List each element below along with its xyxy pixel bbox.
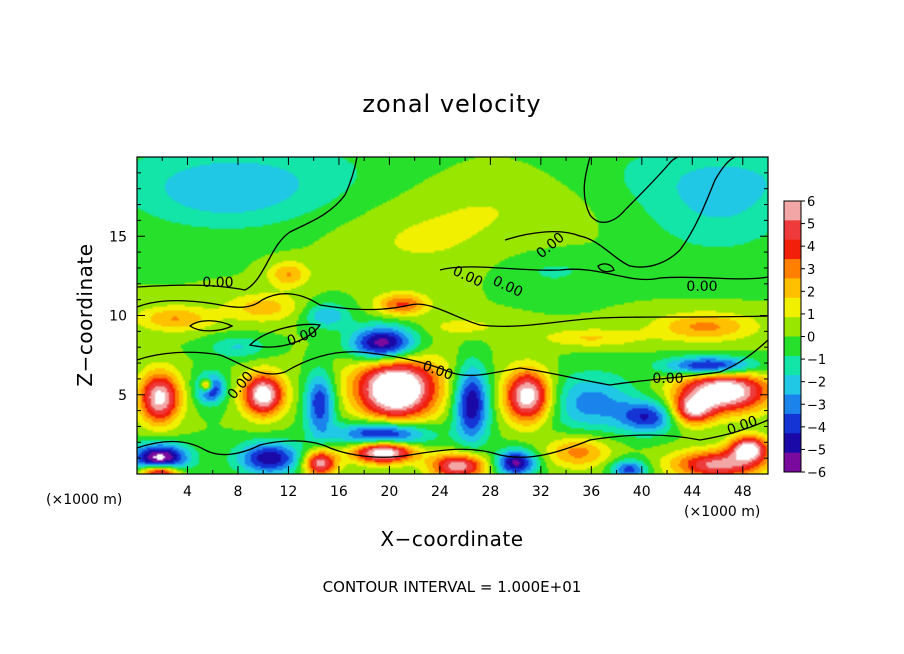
x-tick-label: 8	[233, 484, 242, 500]
colorbar-label: −4	[807, 421, 826, 436]
y-tick-label: 5	[118, 388, 127, 404]
colorbar-swatch	[784, 413, 801, 434]
colorbar-label: 6	[807, 195, 815, 210]
x-tick-label: 4	[183, 484, 192, 500]
contour-label-text: 0.00	[202, 275, 233, 291]
colorbar-label: 5	[807, 218, 815, 233]
contour-interval-note: CONTOUR INTERVAL = 1.000E+01	[323, 578, 582, 596]
chart-title: zonal velocity	[362, 90, 541, 118]
contour-label: 0.00	[686, 279, 717, 295]
zero-contour-lines	[136, 156, 769, 458]
colorbar-swatch	[784, 355, 801, 376]
x-tick-label: 48	[734, 484, 752, 500]
colorbar-label: −1	[807, 353, 826, 368]
colorbar-label: −6	[807, 466, 826, 481]
x-tick-label: 40	[633, 484, 651, 500]
colorbar-label: 1	[807, 308, 815, 323]
x-tick-label: 28	[481, 484, 499, 500]
zero-contour-small-loop	[597, 263, 615, 273]
x-tick-label: 12	[280, 484, 298, 500]
colorbar-label: −3	[807, 398, 826, 413]
zero-contour-top-right	[504, 156, 736, 268]
colorbar-label: −5	[807, 443, 826, 458]
colorbar-swatch	[784, 297, 801, 318]
zero-contour-lower	[136, 339, 769, 386]
zero-contour-loop-1	[188, 320, 234, 332]
colorbar-swatch	[784, 220, 801, 241]
x-tick-label: 36	[582, 484, 600, 500]
colorbar-swatch	[784, 336, 801, 357]
x-axis-ticks: 4 8 12 16 20 24 28 32 36 40 44 48	[161, 157, 752, 500]
y-axis-ticks: 5 10 15	[109, 172, 768, 459]
colorbar-swatch	[784, 433, 801, 454]
colorbar-label: 4	[807, 240, 815, 255]
colorbar-label: 0	[807, 331, 815, 346]
x-unit-left: (×1000 m)	[46, 492, 122, 508]
x-tick-label: 16	[330, 484, 348, 500]
zero-contour-loop-2	[248, 323, 322, 348]
contour-label: 0.00	[202, 275, 233, 291]
colorbar-swatch	[784, 239, 801, 260]
x-tick-label: 32	[532, 484, 550, 500]
zero-contour-upper-right	[439, 266, 769, 281]
colorbar-swatch	[784, 317, 801, 337]
colorbar-label: −2	[807, 376, 826, 391]
colorbar-swatch	[784, 375, 801, 396]
colorbar-swatch	[784, 278, 801, 299]
colorbar: 6 5 4 3 2 1 0 −1 −2 −3 −4 −5 −6	[783, 195, 826, 481]
colorbar-swatch	[784, 394, 801, 415]
colorbar-swatch	[784, 452, 801, 473]
x-unit-right: (×1000 m)	[684, 504, 760, 520]
colorbar-swatch	[784, 259, 801, 279]
y-axis-label: Z−coordinate	[73, 243, 97, 386]
contour-label: 0.00	[652, 371, 683, 387]
x-axis-label: X−coordinate	[380, 527, 523, 551]
x-tick-label: 20	[380, 484, 398, 500]
velocity-field	[137, 157, 768, 474]
y-tick-label: 15	[109, 229, 127, 245]
colorbar-label: 2	[807, 285, 815, 300]
colorbar-swatch	[784, 201, 801, 221]
contour-label-text: 0.00	[686, 279, 717, 295]
plot-area: 0.00 0.00 0.000.000.000.000.00 0.00 0.000.00…	[109, 156, 769, 500]
zero-contour-mid	[136, 293, 769, 328]
contour-label-text: 0.00	[652, 371, 683, 387]
colorbar-label: 3	[807, 263, 815, 278]
zero-contour-base	[136, 419, 769, 458]
zero-contour-top-right-b	[583, 156, 679, 223]
y-tick-label: 10	[109, 309, 127, 325]
x-tick-label: 24	[431, 484, 449, 500]
zero-contour-upper	[136, 156, 358, 291]
x-tick-label: 44	[683, 484, 701, 500]
